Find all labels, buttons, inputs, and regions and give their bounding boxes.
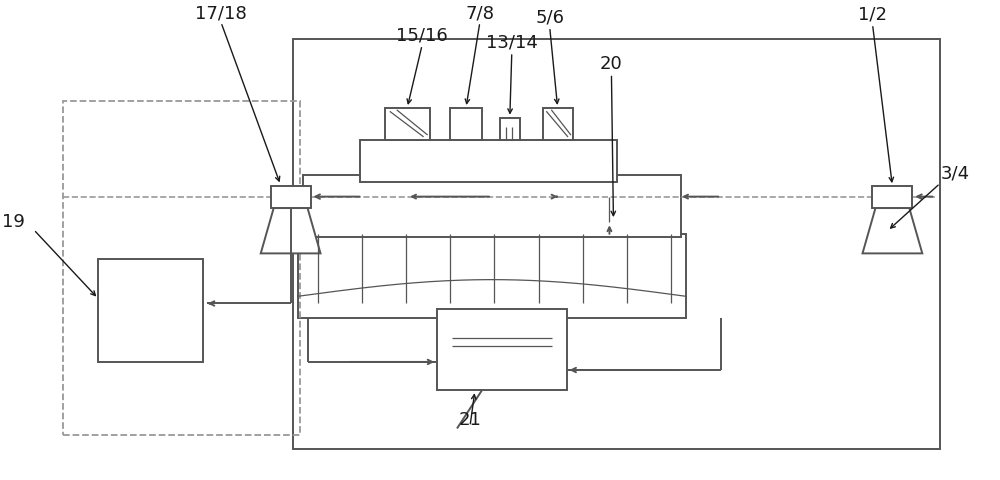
Text: 1/2: 1/2 [858, 6, 887, 24]
Text: 19: 19 [2, 212, 25, 230]
Text: 3/4: 3/4 [941, 165, 970, 182]
Bar [293, 40, 940, 449]
Bar [500, 119, 520, 141]
Bar [872, 187, 912, 209]
Text: 15/16: 15/16 [396, 26, 448, 44]
Bar [303, 175, 681, 237]
Text: 7/8: 7/8 [465, 4, 494, 22]
Text: 17/18: 17/18 [195, 4, 247, 22]
Polygon shape [261, 209, 321, 254]
Text: 20: 20 [600, 55, 623, 73]
Bar [437, 310, 567, 391]
Text: 13/14: 13/14 [486, 34, 538, 51]
Bar [360, 141, 617, 183]
Bar [450, 108, 482, 141]
Bar [271, 187, 311, 209]
Bar [385, 108, 430, 141]
Text: 21: 21 [459, 410, 481, 429]
Bar [298, 235, 686, 318]
Polygon shape [863, 209, 922, 254]
Text: 5/6: 5/6 [535, 8, 564, 26]
Bar [98, 260, 203, 362]
Bar [63, 101, 300, 435]
Bar [543, 108, 573, 141]
